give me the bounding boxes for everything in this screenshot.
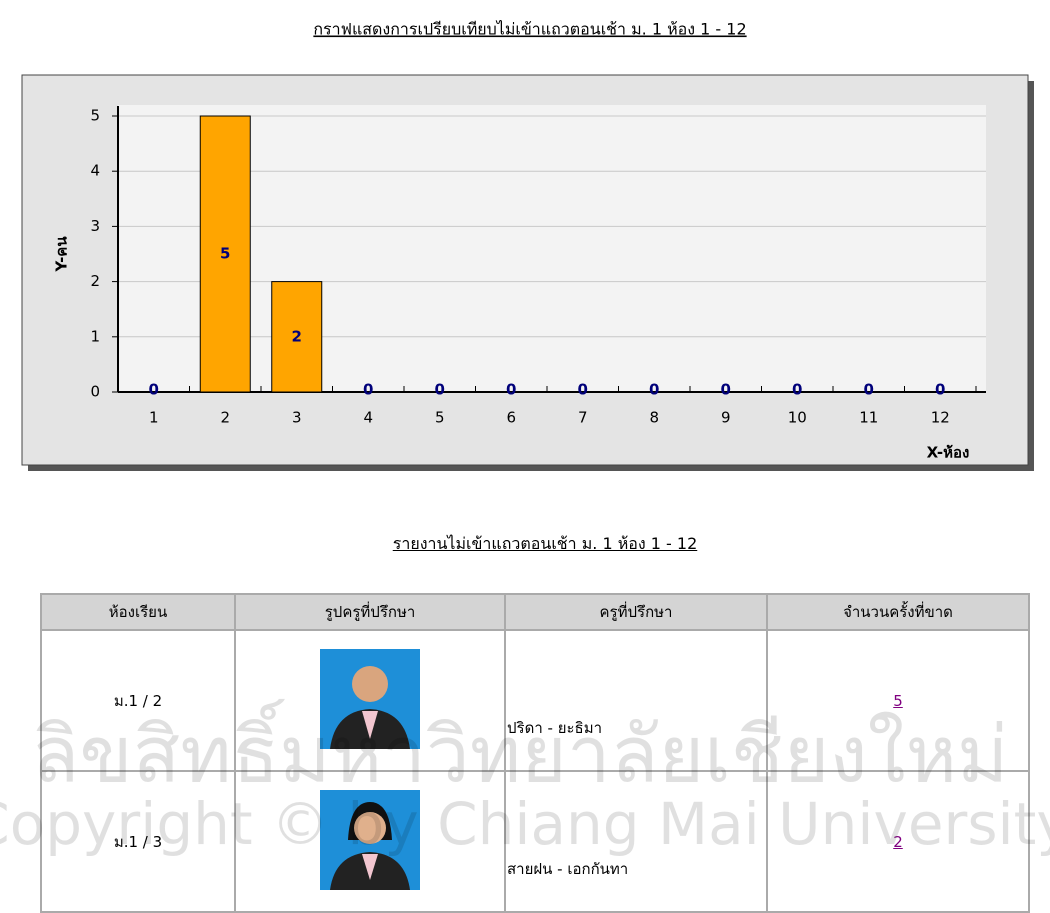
room-cell: ม.1 / 2 xyxy=(41,630,235,771)
y-tick-label: 0 xyxy=(90,383,100,401)
header-cell: รูปครูที่ปรึกษา xyxy=(235,594,505,630)
header-cell: จำนวนครั้งที่ขาด xyxy=(767,594,1029,630)
value-label: 5 xyxy=(220,245,230,263)
value-label: 0 xyxy=(578,381,588,399)
value-label: 0 xyxy=(506,381,516,399)
x-tick-label: 6 xyxy=(506,409,516,427)
header-cell: ห้องเรียน xyxy=(41,594,235,630)
value-label: 0 xyxy=(363,381,373,399)
x-tick-label: 4 xyxy=(363,409,373,427)
chart-title: กราฟแสดงการเปรียบเทียบไม่เข้าแถวตอนเช้า … xyxy=(313,20,746,39)
photo-cell xyxy=(235,630,505,771)
room-cell: ม.1 / 3 xyxy=(41,771,235,912)
chart: กราฟแสดงการเปรียบเทียบไม่เข้าแถวตอนเช้า … xyxy=(0,0,1050,520)
value-label: 0 xyxy=(864,381,874,399)
report-title: รายงานไม่เข้าแถวตอนเช้า ม. 1 ห้อง 1 - 12 xyxy=(0,532,1050,557)
report-table: ห้องเรียน รูปครูที่ปรึกษา ครูที่ปรึกษา จ… xyxy=(40,593,1030,913)
x-tick-label: 8 xyxy=(649,409,659,427)
x-tick-label: 1 xyxy=(149,409,159,427)
value-label: 2 xyxy=(292,327,302,345)
x-tick-label: 2 xyxy=(220,409,230,427)
y-tick-label: 5 xyxy=(90,107,100,125)
value-label: 0 xyxy=(721,381,731,399)
x-tick-label: 10 xyxy=(788,409,807,427)
value-label: 0 xyxy=(792,381,802,399)
value-label: 0 xyxy=(435,381,445,399)
y-tick-label: 1 xyxy=(90,327,100,345)
teacher-photo xyxy=(320,649,420,749)
teacher-photo xyxy=(320,790,420,890)
x-tick-label: 12 xyxy=(931,409,950,427)
y-tick-label: 4 xyxy=(90,162,100,180)
value-label: 0 xyxy=(149,381,159,399)
count-link[interactable]: 5 xyxy=(893,692,903,710)
value-label: 0 xyxy=(935,381,945,399)
x-tick-label: 11 xyxy=(859,409,878,427)
x-tick-label: 3 xyxy=(292,409,302,427)
teacher-cell: ปริดา - ยะธิมา xyxy=(505,630,767,771)
count-cell: 2 xyxy=(767,771,1029,912)
x-tick-label: 5 xyxy=(435,409,445,427)
page: กราฟแสดงการเปรียบเทียบไม่เข้าแถวตอนเช้า … xyxy=(0,0,1050,856)
header-cell: ครูที่ปรึกษา xyxy=(505,594,767,630)
y-axis-label: Y-คน xyxy=(53,236,71,273)
x-tick-label: 7 xyxy=(578,409,588,427)
x-tick-label: 9 xyxy=(721,409,731,427)
teacher-cell: สายฝน - เอกกันทา xyxy=(505,771,767,912)
x-axis-label: X-ห้อง xyxy=(927,444,970,462)
y-tick-label: 3 xyxy=(90,217,100,235)
count-cell: 5 xyxy=(767,630,1029,771)
count-link[interactable]: 2 xyxy=(893,833,903,851)
photo-cell xyxy=(235,771,505,912)
value-label: 0 xyxy=(649,381,659,399)
y-tick-label: 2 xyxy=(90,272,100,290)
